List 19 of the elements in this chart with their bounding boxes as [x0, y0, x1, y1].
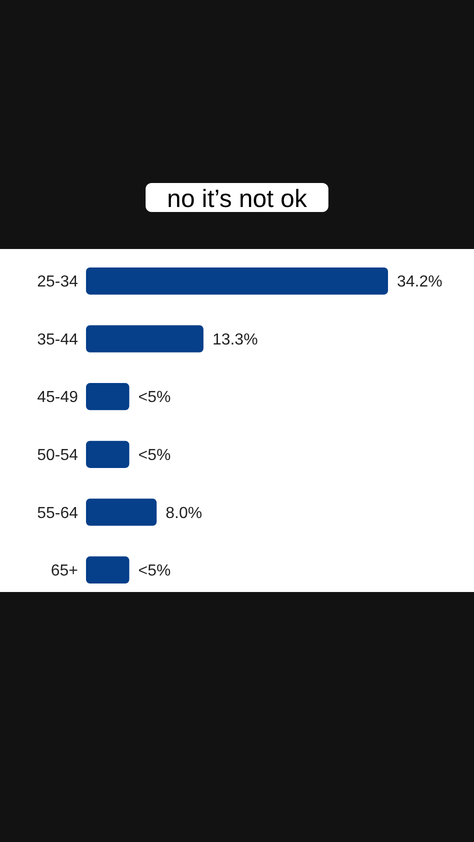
data-label: <5% — [138, 389, 171, 406]
bar — [86, 325, 204, 352]
y-tick-label: 45-49 — [37, 389, 78, 406]
bar — [86, 498, 157, 526]
y-tick-label: 35-44 — [37, 331, 78, 348]
bar — [86, 383, 130, 410]
y-tick-label: 65+ — [50, 562, 78, 580]
data-label: 8.0% — [166, 504, 202, 522]
bar — [86, 267, 388, 295]
y-tick-label: 25-34 — [37, 274, 78, 291]
chart-title: no it’s not ok — [167, 184, 308, 213]
data-label: <5% — [138, 562, 171, 580]
data-label: 34.2% — [397, 274, 442, 291]
data-label: 13.3% — [212, 331, 258, 348]
data-label: <5% — [138, 446, 171, 464]
bar — [86, 440, 130, 468]
y-tick-label: 55-64 — [37, 504, 78, 522]
y-tick-label: 50-54 — [37, 446, 78, 464]
bar — [86, 556, 130, 584]
